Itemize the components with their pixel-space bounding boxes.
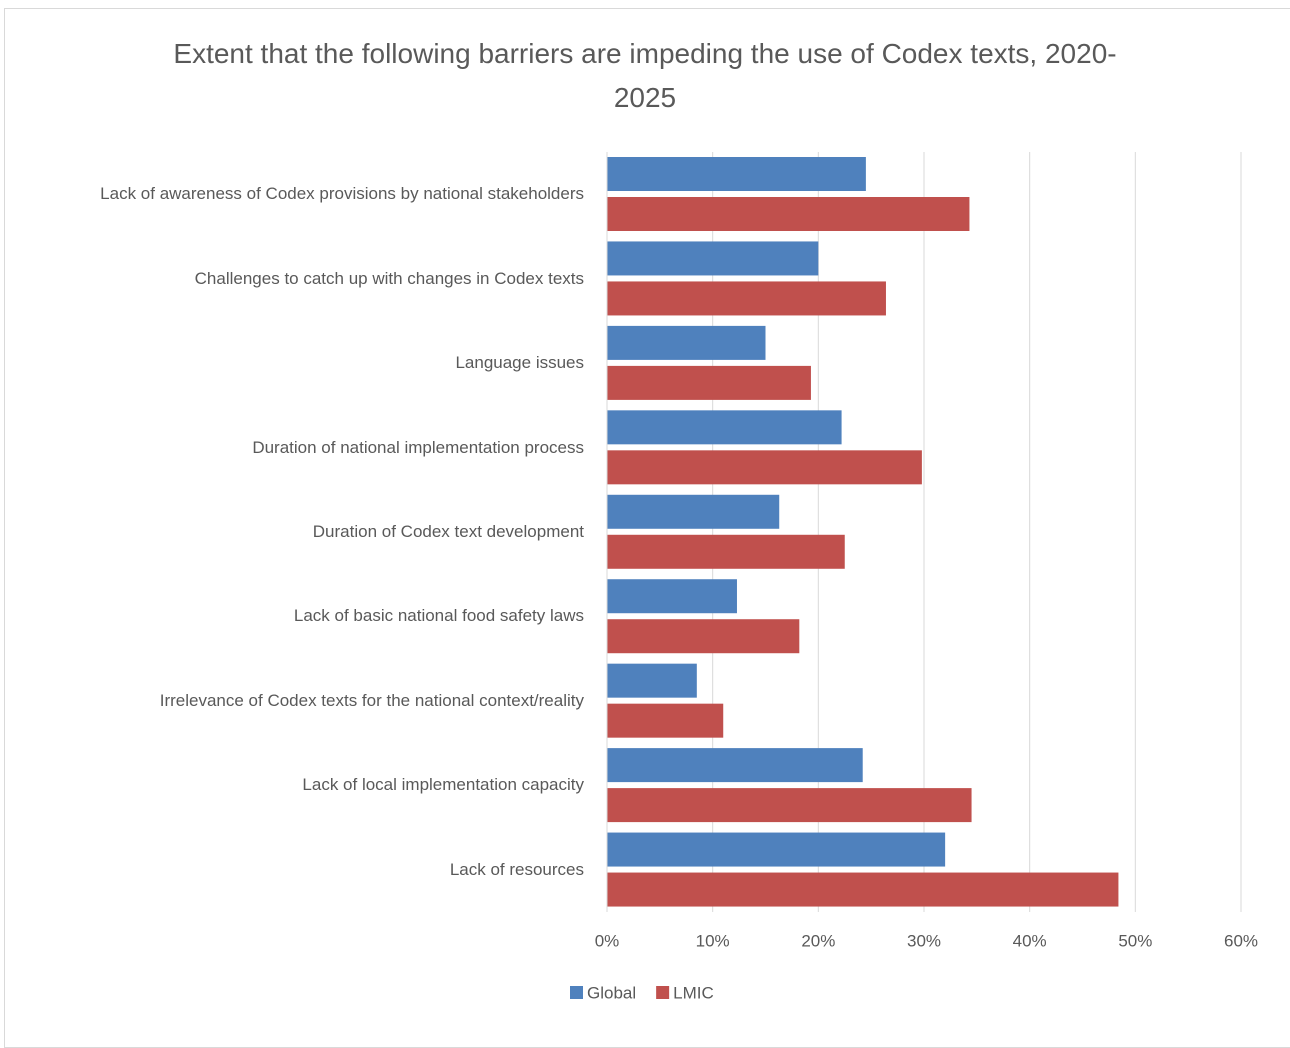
bar	[607, 450, 922, 485]
bar	[607, 872, 1119, 907]
bar	[607, 534, 845, 569]
category-label: Lack of awareness of Codex provisions by…	[100, 184, 584, 204]
x-tick-label: 60%	[1224, 931, 1258, 950]
category-label: Lack of basic national food safety laws	[293, 606, 584, 626]
bar	[607, 579, 737, 614]
bar	[607, 619, 800, 654]
category-label: Irrelevance of Codex texts for the natio…	[159, 690, 584, 710]
category-label: Lack of resources	[449, 859, 584, 879]
x-tick-label: 10%	[696, 931, 730, 950]
legend-swatch	[656, 986, 670, 999]
category-label: Language issues	[455, 353, 584, 373]
x-tick-label: 20%	[801, 931, 835, 950]
chart-title: Extent that the following barriers are i…	[173, 38, 1117, 113]
bar	[607, 663, 697, 698]
bar	[607, 703, 724, 738]
legend-swatch	[570, 986, 583, 999]
bar	[607, 197, 970, 231]
category-label: Duration of Codex text development	[312, 522, 584, 541]
bar	[607, 410, 842, 445]
bar	[607, 365, 811, 400]
legend-label: LMIC	[673, 983, 714, 1002]
bar	[607, 748, 863, 783]
legend-label: Global	[587, 983, 636, 1002]
bar	[607, 832, 946, 867]
bar	[607, 788, 972, 823]
x-tick-label: 30%	[907, 931, 941, 950]
category-label: Challenges to catch up with changes in C…	[194, 268, 584, 288]
bar	[607, 241, 819, 276]
bar	[607, 494, 780, 529]
x-tick-label: 40%	[1013, 931, 1047, 950]
bar	[607, 281, 886, 316]
bar	[607, 157, 866, 191]
bar	[607, 325, 766, 360]
x-tick-label: 0%	[595, 931, 620, 950]
category-label: Duration of national implementation proc…	[252, 437, 584, 457]
x-tick-label: 50%	[1118, 931, 1152, 950]
category-label: Lack of local implementation capacity	[302, 775, 584, 795]
